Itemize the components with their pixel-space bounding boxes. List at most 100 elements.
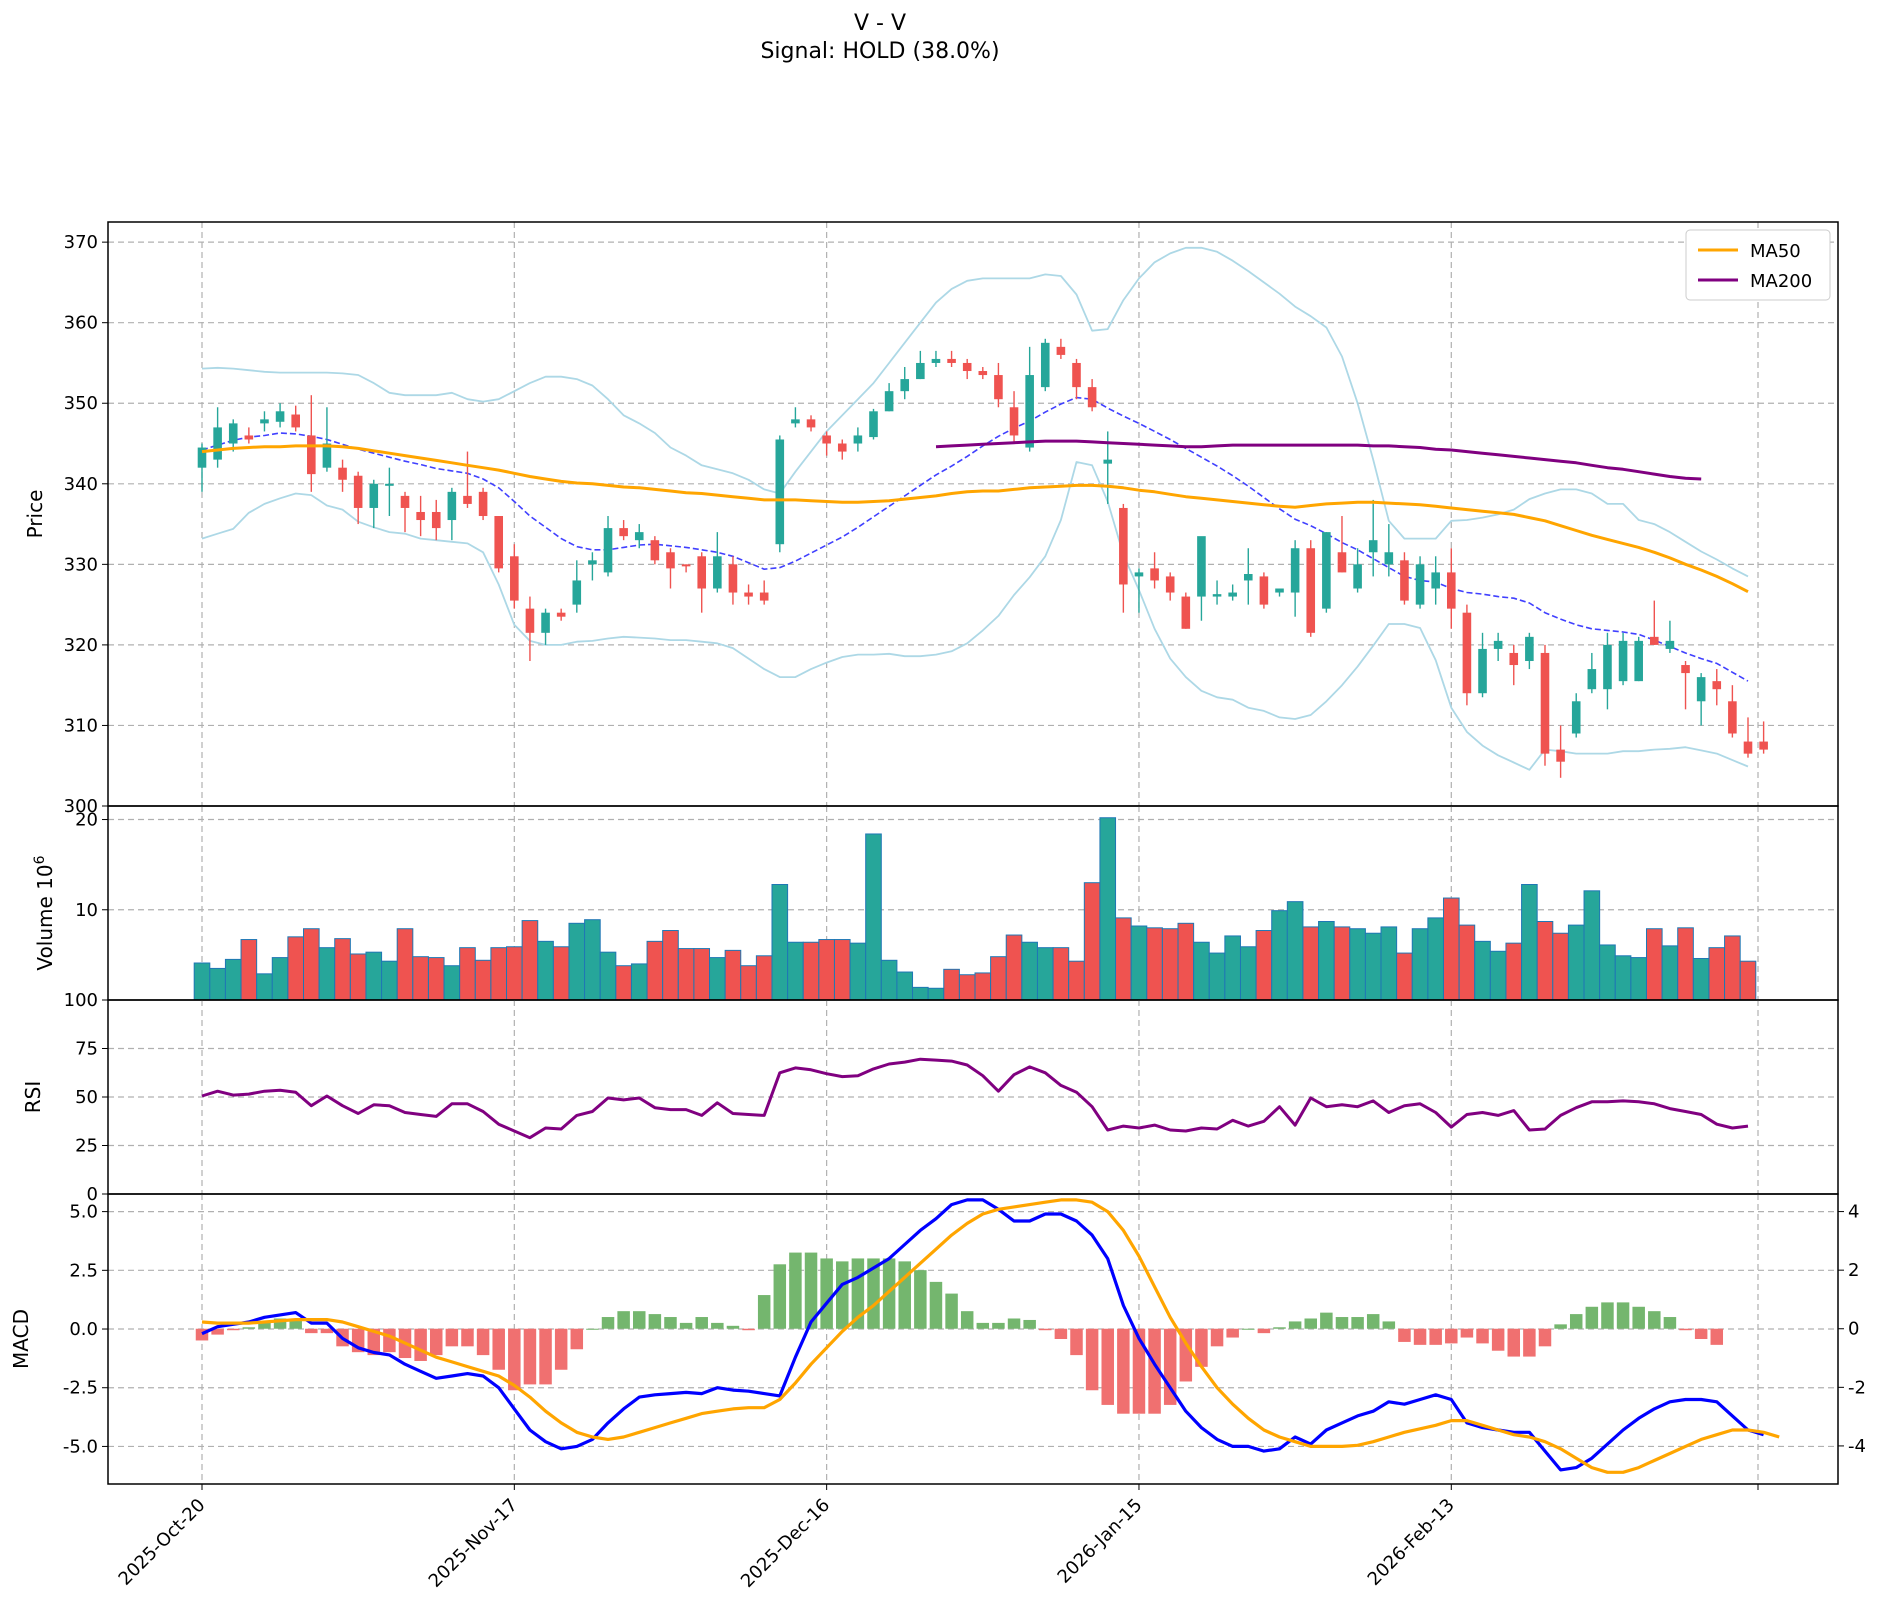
macd-histogram-bar — [867, 1258, 880, 1329]
volume-bar — [802, 941, 820, 1001]
macd-histogram-bar — [882, 1258, 896, 1329]
macd-histogram-bar — [711, 1322, 724, 1329]
volume-bar — [1177, 922, 1195, 1001]
volume-bar — [662, 930, 679, 1001]
candle-body — [197, 447, 207, 468]
volume-bar — [755, 955, 773, 1001]
macd-histogram-bar — [789, 1252, 802, 1329]
macd-histogram-bar — [1569, 1314, 1583, 1329]
candle-body — [1493, 640, 1503, 649]
y-tick-label: 100 — [64, 990, 98, 1011]
volume-bar — [349, 953, 367, 1001]
volume-bar — [1442, 897, 1460, 1001]
candle-body — [1243, 574, 1253, 581]
x-tick-label: 2026-Feb-13 — [1364, 1495, 1459, 1590]
volume-bar — [459, 947, 476, 1001]
candle-body — [994, 375, 1003, 400]
macd-histogram-bar — [1054, 1328, 1068, 1339]
macd-histogram-bar — [461, 1328, 474, 1347]
macd-histogram-bar — [1070, 1328, 1083, 1356]
candle-body — [463, 495, 472, 504]
candle-body — [307, 435, 316, 475]
candle-body — [353, 475, 363, 508]
volume-panel: 10 20 Volume 106 — [32, 805, 1839, 1001]
macd-histogram-bar — [1648, 1311, 1661, 1329]
volume-bar — [1411, 928, 1429, 1001]
y-tick-label: 300 — [64, 796, 98, 817]
volume-bar — [1271, 910, 1288, 1001]
macd-histogram-bar — [1429, 1328, 1442, 1345]
candle-body — [1587, 669, 1597, 690]
macd-histogram-bar — [1382, 1321, 1396, 1329]
volume-bar — [1396, 952, 1413, 1001]
macd-histogram-bar — [1117, 1328, 1130, 1414]
volume-bar — [1380, 926, 1398, 1001]
volume-bar — [693, 948, 711, 1001]
candle-body — [728, 564, 738, 593]
macd-histogram-bar — [570, 1328, 584, 1350]
macd-histogram-bar — [679, 1322, 693, 1329]
candle-body — [1681, 665, 1690, 674]
y-tick-label: 360 — [64, 313, 98, 334]
candle-body — [916, 362, 925, 380]
volume-bar — [224, 958, 242, 1001]
macd-histogram-bar — [1710, 1328, 1724, 1345]
y-tick-label: -5.0 — [63, 1436, 98, 1457]
macd-histogram-bar — [539, 1328, 552, 1385]
volume-bar — [256, 973, 273, 1001]
volume-bar — [318, 947, 336, 1001]
y-tick-label: 350 — [64, 393, 98, 414]
volume-bar — [1739, 960, 1757, 1001]
macd-signal-line — [201, 1198, 1780, 1474]
candle-body — [1759, 741, 1768, 750]
candle-body — [1150, 568, 1159, 581]
volume-bar — [599, 951, 617, 1001]
candle-body — [1197, 536, 1206, 597]
volume-bar — [1239, 946, 1257, 1001]
figure-subtitle: Signal: HOLD (38.0%) — [760, 39, 1000, 64]
y-tick-label: 75 — [75, 1039, 98, 1060]
macd-histogram-bar — [226, 1328, 240, 1331]
candle-body — [1103, 459, 1113, 464]
rsi-panel: 0 25 50 75 100 RSI — [21, 990, 1839, 1205]
volume-bar — [1536, 920, 1554, 1001]
candle-body — [556, 612, 566, 617]
macd-histogram-bar — [445, 1328, 459, 1347]
candle-body — [822, 435, 831, 444]
macd-histogram-bar — [1601, 1302, 1614, 1329]
volume-bar — [974, 972, 992, 1001]
x-tick-label: 2025-Nov-17 — [425, 1495, 522, 1592]
x-tick-label: 2026-Jan-15 — [1054, 1495, 1147, 1588]
candle-body — [853, 435, 863, 444]
candle-body — [759, 592, 769, 601]
y-tick-label: 0 — [87, 1184, 98, 1205]
macd-histogram-bar — [305, 1328, 318, 1334]
candle-body — [1337, 552, 1347, 573]
candle-body — [1712, 681, 1722, 690]
volume-bar — [396, 928, 414, 1001]
macd-histogram-bar — [554, 1328, 568, 1370]
candle-body — [666, 552, 675, 569]
y-tick-label: 10 — [75, 900, 98, 921]
macd-histogram-bar — [1398, 1328, 1411, 1342]
volume-bar — [427, 957, 445, 1001]
macd-histogram-bar — [476, 1328, 490, 1356]
candle-body — [1571, 701, 1581, 734]
volume-bar — [1083, 882, 1101, 1001]
x-axis: 2025-Oct-20 2025-Nov-17 2025-Dec-16 2026-Ja… — [115, 1484, 1759, 1592]
volume-bar — [1286, 901, 1304, 1001]
candle-body — [369, 483, 379, 508]
candle-body — [806, 419, 816, 428]
y-axis-label: RSI — [21, 1081, 45, 1114]
macd-histogram-bar — [523, 1328, 537, 1385]
macd-histogram-bar — [1413, 1328, 1427, 1345]
macd-histogram-bar — [976, 1322, 990, 1329]
macd-histogram-bar — [383, 1328, 396, 1353]
volume-bar — [334, 938, 351, 1001]
candle-body — [494, 516, 504, 569]
volume-bar — [880, 959, 898, 1001]
candle-body — [291, 414, 300, 428]
macd-histogram-bar — [258, 1321, 271, 1329]
macd-histogram-bar — [492, 1328, 505, 1370]
macd-histogram-bar — [1507, 1328, 1521, 1357]
